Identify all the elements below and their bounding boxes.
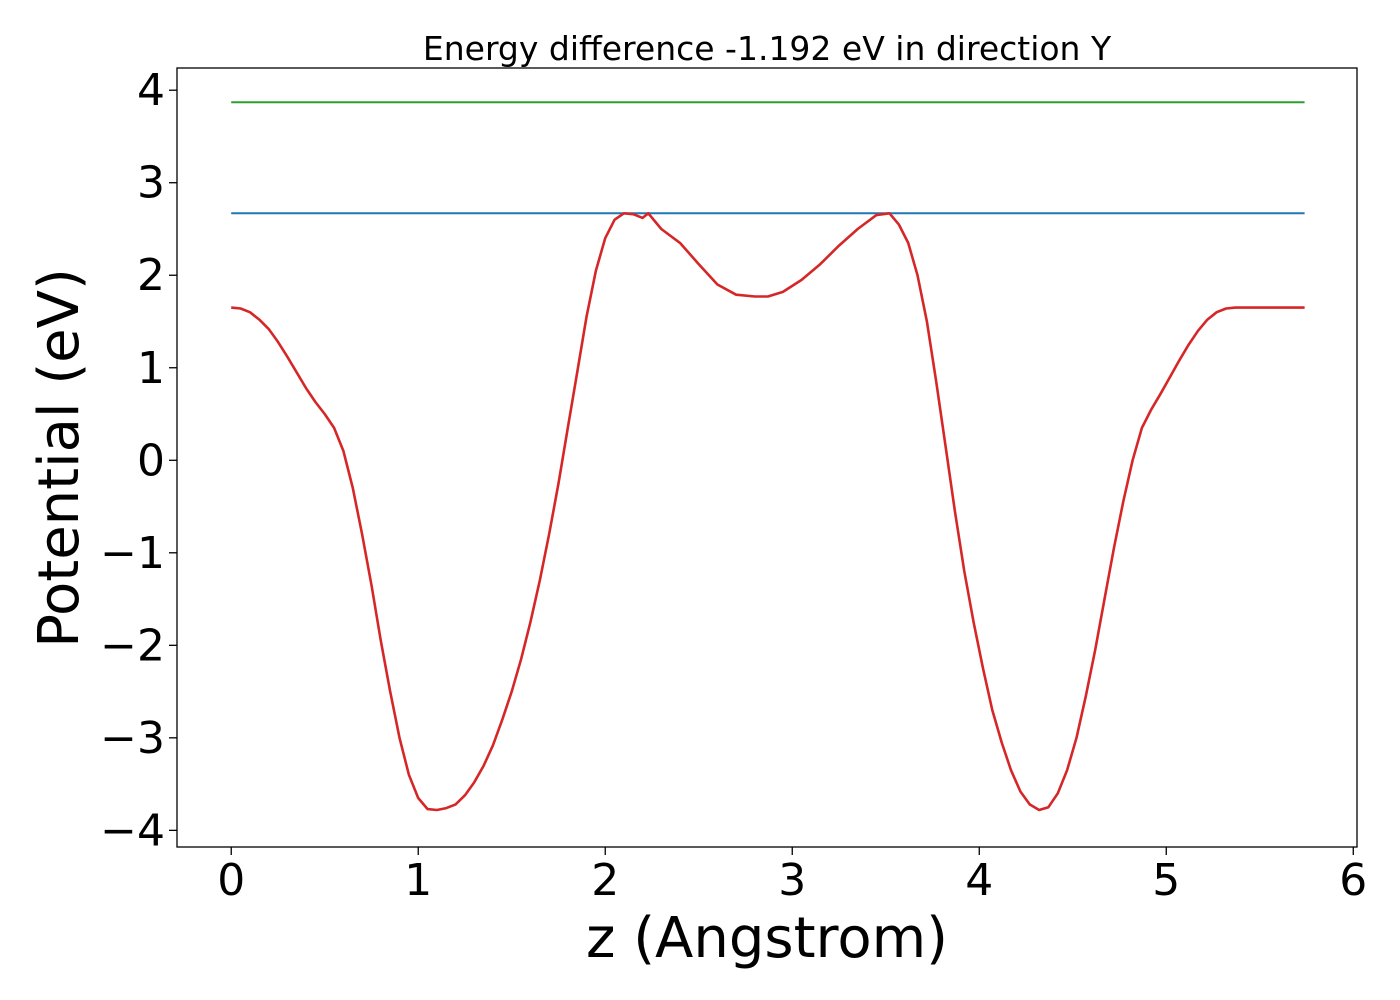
x-axis-label: z (Angstrom) <box>586 906 948 971</box>
y-tick-label: 4 <box>137 65 165 116</box>
x-tick-label: 2 <box>591 855 619 906</box>
y-tick-label: 1 <box>137 343 165 394</box>
series-line-2 <box>231 212 1305 812</box>
x-tick-label: 6 <box>1339 855 1367 906</box>
y-tick-label: −2 <box>100 620 165 671</box>
y-tick-label: 0 <box>137 435 165 486</box>
x-tick-label: 3 <box>778 855 806 906</box>
x-tick-label: 5 <box>1152 855 1180 906</box>
x-tick-label: 0 <box>217 855 245 906</box>
y-tick-label: 2 <box>137 250 165 301</box>
x-tick-label: 1 <box>404 855 432 906</box>
x-axis: 0 1 2 3 4 5 6 <box>217 847 1367 906</box>
y-tick-label: −3 <box>100 713 165 764</box>
plot-frame <box>176 67 1358 848</box>
y-axis: −4 −3 −2 −1 0 1 2 3 4 <box>100 65 177 856</box>
x-tick-label: 4 <box>965 855 993 906</box>
y-axis-label: Potential (eV) <box>27 268 92 648</box>
chart-title: Energy difference -1.192 eV in direction… <box>423 29 1112 68</box>
y-tick-label: 3 <box>137 158 165 209</box>
plot-area <box>231 101 1305 812</box>
y-tick-label: −4 <box>100 805 165 856</box>
y-tick-label: −1 <box>100 528 165 579</box>
